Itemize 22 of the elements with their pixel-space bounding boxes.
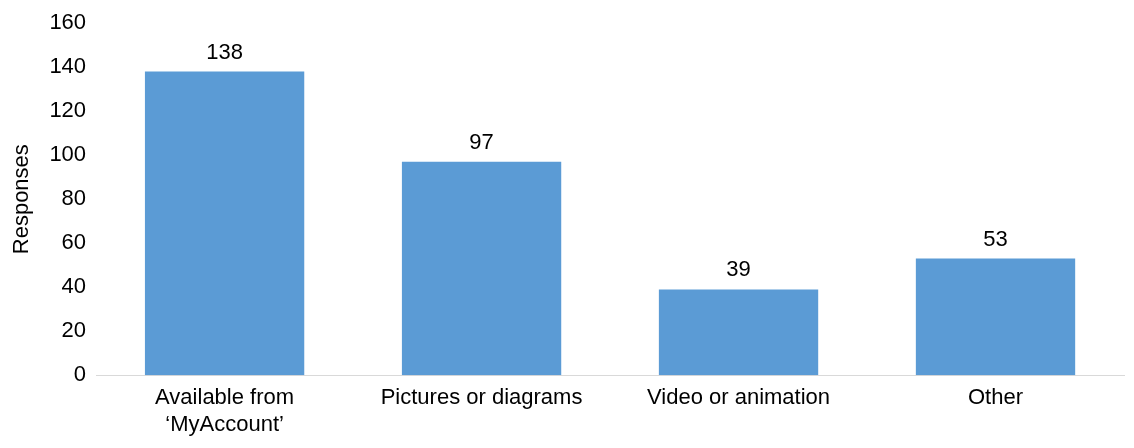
y-tick-label: 160 [49,9,87,35]
x-tick-label: Pictures or diagrams [380,384,583,410]
x-tick-label: Video or animation [647,384,831,410]
y-tick-label: 140 [49,53,87,79]
x-tick-label: Other [968,384,1024,410]
y-tick-label: 120 [49,97,87,123]
y-tick-label: 60 [61,229,87,255]
y-tick-label: 100 [49,141,87,167]
data-label: 53 [983,225,1008,251]
bar [401,161,562,376]
y-tick-label: 0 [73,361,87,387]
x-tick-label: Available from ‘MyAccount’ [155,384,295,436]
y-tick-label: 40 [61,273,87,299]
bar [915,258,1076,376]
data-label: 138 [206,38,243,64]
data-label: 39 [726,256,751,282]
y-axis-title: Responses [8,144,34,255]
data-label: 97 [469,128,494,154]
bar [658,289,819,376]
bar [144,71,305,376]
y-tick-label: 20 [61,317,87,343]
y-tick-label: 80 [61,185,87,211]
